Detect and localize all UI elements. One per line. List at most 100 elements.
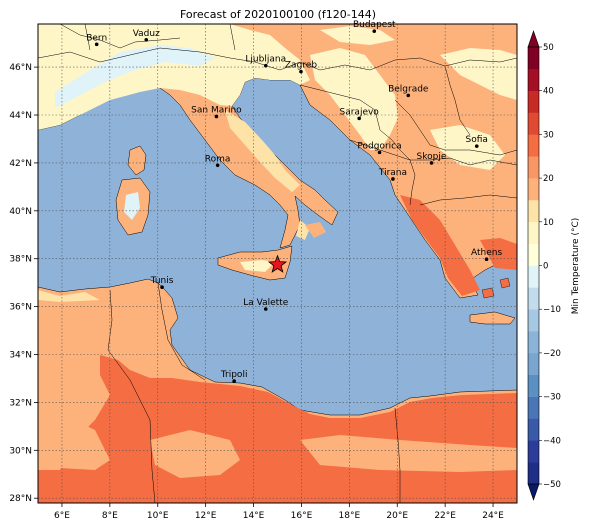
city-label-belgrade: Belgrade <box>388 84 429 94</box>
city-dot-sofia <box>474 144 479 148</box>
alps-band-0-5-inner <box>55 45 215 108</box>
city-dot-tirana <box>391 177 395 181</box>
greece-island-b <box>499 277 511 289</box>
colorbar-segment-13 <box>528 178 539 201</box>
city-label-zagreb: Zagreb <box>285 61 317 71</box>
y-tick-label-0: 28°N <box>9 494 32 504</box>
gridlines <box>38 24 517 503</box>
city-dot-athens <box>484 257 489 261</box>
africa-patch-3 <box>300 435 517 472</box>
corsica <box>127 145 147 176</box>
crete <box>469 311 516 325</box>
y-tick-label-5: 38°N <box>9 255 32 265</box>
colorbar-tick-label-5: 0 <box>543 262 548 272</box>
colorbar-segment-18 <box>528 68 539 91</box>
city-dot-budapest <box>372 29 377 33</box>
y-tick-label-8: 44°N <box>9 111 32 121</box>
city-dot-zagreb <box>299 69 303 74</box>
colorbar-tick-label-7: 20 <box>543 174 554 184</box>
map-frame <box>37 23 518 504</box>
y-tick-label-3: 34°N <box>9 351 32 361</box>
colorbar-segment-11 <box>528 221 539 244</box>
alps-band-5-10 <box>38 24 310 130</box>
colorbar-tick-label-3: −20 <box>543 349 561 359</box>
colorbar-segment-1 <box>528 440 539 463</box>
city-dot-vaduz <box>144 38 149 42</box>
star-marker <box>267 254 288 273</box>
colorbar-tick-label-2: −30 <box>543 393 561 403</box>
y-tick-label-7: 42°N <box>9 159 32 169</box>
balkans-band-5-10-b <box>440 48 517 100</box>
city-label-budapest: Budapest <box>353 20 396 30</box>
y-tick-label-1: 30°N <box>9 446 32 456</box>
balkans-band-5-10-c <box>430 125 505 170</box>
greece-band-20-25 <box>480 238 517 270</box>
colorbar-tick-label-10: 50 <box>543 43 554 53</box>
city-label-bern: Bern <box>86 33 107 43</box>
city-dot-belgrade <box>406 93 411 98</box>
city-dot-roma <box>215 163 220 168</box>
chart-title: Forecast of 2020100100 (f120-144) <box>180 8 376 21</box>
x-tick-label-8: 22°E <box>434 511 456 521</box>
africa-edge-light <box>38 290 100 302</box>
africa-patch-2 <box>150 430 240 478</box>
colorbar-tick-label-8: 30 <box>543 130 554 140</box>
colorbar-segment-7 <box>528 309 539 332</box>
colorbar: −50 −40 −30 −20 −10 0 10 20 30 40 50 <box>527 30 561 501</box>
city-label-vaduz: Vaduz <box>133 29 160 39</box>
colorbar-tick-label-0: −50 <box>543 480 561 490</box>
colorbar-label: Min Temperature (°C) <box>571 218 581 315</box>
colorbar-tick-label-4: −10 <box>543 305 561 315</box>
colorbar-segment-10 <box>528 243 539 266</box>
x-tick-label-4: 14°E <box>243 511 265 521</box>
colorbar-extend-max <box>527 30 540 48</box>
colorbar-segment-16 <box>528 112 539 135</box>
x-tick-label-1: 8°E <box>102 511 118 521</box>
city-dot-podgorica <box>377 150 382 155</box>
city-label-san-marino: San Marino <box>191 105 242 115</box>
city-dot-ljubljana <box>263 63 268 68</box>
map-area <box>38 24 517 503</box>
colorbar-tick-label-1: −40 <box>543 436 561 446</box>
city-label-sofia: Sofia <box>466 135 488 145</box>
city-dot-la-valette <box>263 307 268 311</box>
y-tick-label-2: 32°N <box>9 398 32 408</box>
colorbar-segment-12 <box>528 199 539 223</box>
calabria-band-10-15 <box>296 220 310 240</box>
tyrrhenian-patch <box>305 222 326 238</box>
colorbar-tick-label-9: 40 <box>543 87 554 97</box>
star-marker-group <box>267 254 288 273</box>
x-axis: 6°E 8°E 10°E 12°E 14°E 16°E 18°E 20°E 22°E 24°E <box>54 503 504 521</box>
city-label-skopje: Skopje <box>417 152 447 162</box>
city-label-tunis: Tunis <box>150 276 174 286</box>
balkans-band-5-10 <box>310 48 398 150</box>
colorbar-segment-8 <box>528 287 539 310</box>
city-label-sarajevo: Sarajevo <box>340 107 380 117</box>
y-axis: 28°N 30°N 32°N 34°N 36°N 38°N 40°N 42°N 44°N 46°N <box>9 63 38 504</box>
apennines-band-10-15 <box>225 110 300 192</box>
budapest-patch <box>320 26 395 45</box>
city-label-athens: Athens <box>471 248 502 258</box>
colorbar-segment-4 <box>528 374 539 397</box>
city-dot-bern <box>94 42 99 47</box>
colorbar-segment-9 <box>528 265 539 288</box>
colorbar-segment-3 <box>528 396 539 419</box>
colorbar-segment-2 <box>528 418 539 441</box>
city-dot-skopje <box>429 161 434 165</box>
y-tick-label-4: 36°N <box>9 303 32 313</box>
city-dot-sarajevo <box>357 116 361 121</box>
city-dot-san-marino <box>214 114 219 119</box>
y-tick-label-9: 46°N <box>9 63 32 73</box>
colorbar-tick-label-6: 10 <box>543 218 554 228</box>
city-label-tripoli: Tripoli <box>220 370 248 380</box>
sicily-cold <box>240 260 275 272</box>
colorbar-segment-15 <box>528 134 539 157</box>
colorbar-segment-14 <box>528 156 539 179</box>
africa-patch-4 <box>40 300 130 345</box>
x-tick-label-2: 10°E <box>147 511 169 521</box>
city-dot-tunis <box>160 285 164 290</box>
x-tick-label-7: 20°E <box>386 511 408 521</box>
colorbar-segment-5 <box>528 352 539 376</box>
